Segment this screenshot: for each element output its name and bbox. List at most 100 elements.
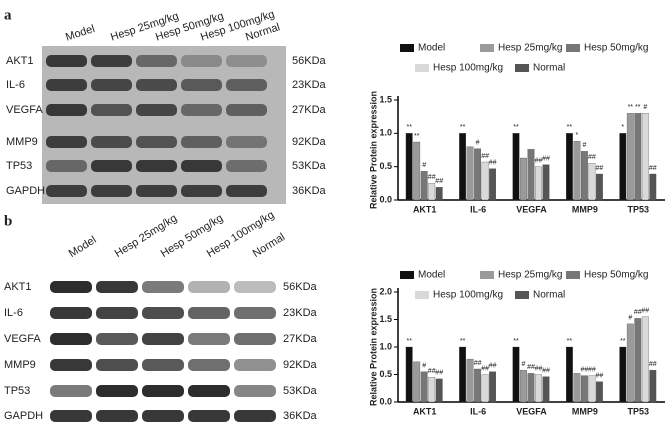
bar <box>459 133 467 201</box>
band <box>91 136 132 148</box>
x-tick-label: VEGFA <box>516 406 547 416</box>
protein-name: VEGFA <box>6 104 43 116</box>
bar <box>459 346 467 403</box>
band <box>50 385 92 397</box>
x-tick-label: VEGFA <box>516 204 547 214</box>
bar <box>405 133 413 201</box>
band <box>188 281 230 293</box>
significance-label: ** <box>406 124 412 131</box>
bar <box>566 133 573 201</box>
band <box>136 160 177 172</box>
bar <box>649 369 657 403</box>
y-tick-label: 1.5 <box>379 94 392 104</box>
y-tick-label: 2.0 <box>379 286 392 296</box>
x-tick-label: TP53 <box>628 406 650 416</box>
y-tick-label: 1.0 <box>379 128 392 138</box>
y-tick-label: 0.0 <box>379 194 392 204</box>
protein-size: 23KDa <box>292 79 327 91</box>
bar <box>626 113 634 201</box>
band <box>46 185 87 197</box>
y-tick-label: 1.0 <box>379 341 392 351</box>
band <box>181 160 222 172</box>
significance-label: # <box>422 162 426 169</box>
significance-label: ## <box>588 366 596 373</box>
protein-size: 36KDa <box>292 185 327 197</box>
bar <box>573 141 581 201</box>
band <box>142 410 184 422</box>
protein-size: 56KDa <box>292 55 327 67</box>
band <box>142 385 184 397</box>
legend-label: Hesp 100mg/kg <box>433 290 503 301</box>
legend-swatch <box>515 64 529 72</box>
band <box>142 359 184 371</box>
band <box>91 79 132 91</box>
y-axis-label: Relative Protein expression <box>368 91 378 209</box>
bar <box>420 371 428 403</box>
lane-label: Normal <box>251 231 287 260</box>
bar <box>581 151 588 201</box>
significance-label: ## <box>435 178 443 185</box>
protein-name: GAPDH <box>4 410 43 422</box>
band <box>136 185 177 197</box>
legend-swatch <box>400 271 414 279</box>
significance-label: # <box>628 315 632 322</box>
y-tick-label: 0.0 <box>379 396 392 406</box>
legend-swatch <box>415 291 429 299</box>
x-tick-label: AKT1 <box>413 406 437 416</box>
protein-name: AKT1 <box>4 281 32 293</box>
band <box>46 79 87 91</box>
bar <box>435 187 443 201</box>
protein-name: MMP9 <box>6 136 38 148</box>
bar <box>466 358 474 403</box>
significance-label: ## <box>634 309 642 316</box>
band <box>136 79 177 91</box>
significance-label: ## <box>481 153 489 160</box>
y-tick-label: 0.5 <box>379 161 392 171</box>
band <box>181 136 222 148</box>
legend-label: Hesp 50mg/kg <box>584 43 648 54</box>
bar <box>420 171 428 201</box>
bar <box>634 318 642 403</box>
band <box>234 410 276 422</box>
bar <box>428 377 436 403</box>
band <box>46 55 87 67</box>
significance-label: ## <box>588 154 596 161</box>
band <box>50 307 92 319</box>
bar <box>527 373 535 403</box>
bar <box>641 316 649 403</box>
significance-label: ## <box>596 165 604 172</box>
band <box>91 185 132 197</box>
y-tick-label: 1.5 <box>379 314 392 324</box>
protein-name: AKT1 <box>6 55 34 67</box>
band <box>234 281 276 293</box>
significance-label: ## <box>649 361 657 368</box>
protein-size: 92KDa <box>292 136 327 148</box>
legend-label: Hesp 25mg/kg <box>498 270 562 281</box>
significance-label: ** <box>567 338 573 345</box>
bar <box>520 369 527 403</box>
band <box>234 385 276 397</box>
significance-label: ** <box>460 338 466 345</box>
bar <box>641 113 649 201</box>
significance-label: # <box>476 140 480 147</box>
band <box>91 104 132 116</box>
protein-size: 23KDa <box>283 307 318 319</box>
significance-label: ** <box>406 338 412 345</box>
band <box>136 136 177 148</box>
significance-label: * <box>576 132 579 139</box>
band <box>50 359 92 371</box>
significance-label: ## <box>428 174 436 181</box>
significance-label: ## <box>649 165 657 172</box>
lane-label: Model <box>64 23 96 44</box>
band <box>181 104 222 116</box>
band <box>96 333 138 345</box>
protein-size: 53KDa <box>292 160 327 172</box>
significance-label: ** <box>513 124 519 131</box>
significance-label: ## <box>542 368 550 375</box>
significance-label: # <box>522 361 526 368</box>
bar <box>588 163 596 201</box>
band <box>142 307 184 319</box>
legend-swatch <box>480 44 494 52</box>
significance-label: ## <box>641 308 649 315</box>
significance-label: # <box>643 104 647 111</box>
